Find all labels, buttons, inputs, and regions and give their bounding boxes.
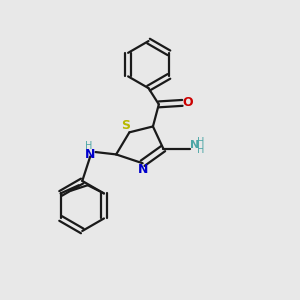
Text: S: S: [122, 119, 130, 132]
Text: N: N: [138, 163, 148, 176]
Text: N: N: [85, 148, 95, 161]
Text: N: N: [190, 140, 199, 150]
Text: O: O: [182, 95, 193, 109]
Text: H: H: [197, 137, 205, 147]
Text: H: H: [197, 145, 205, 155]
Text: H: H: [85, 142, 93, 152]
